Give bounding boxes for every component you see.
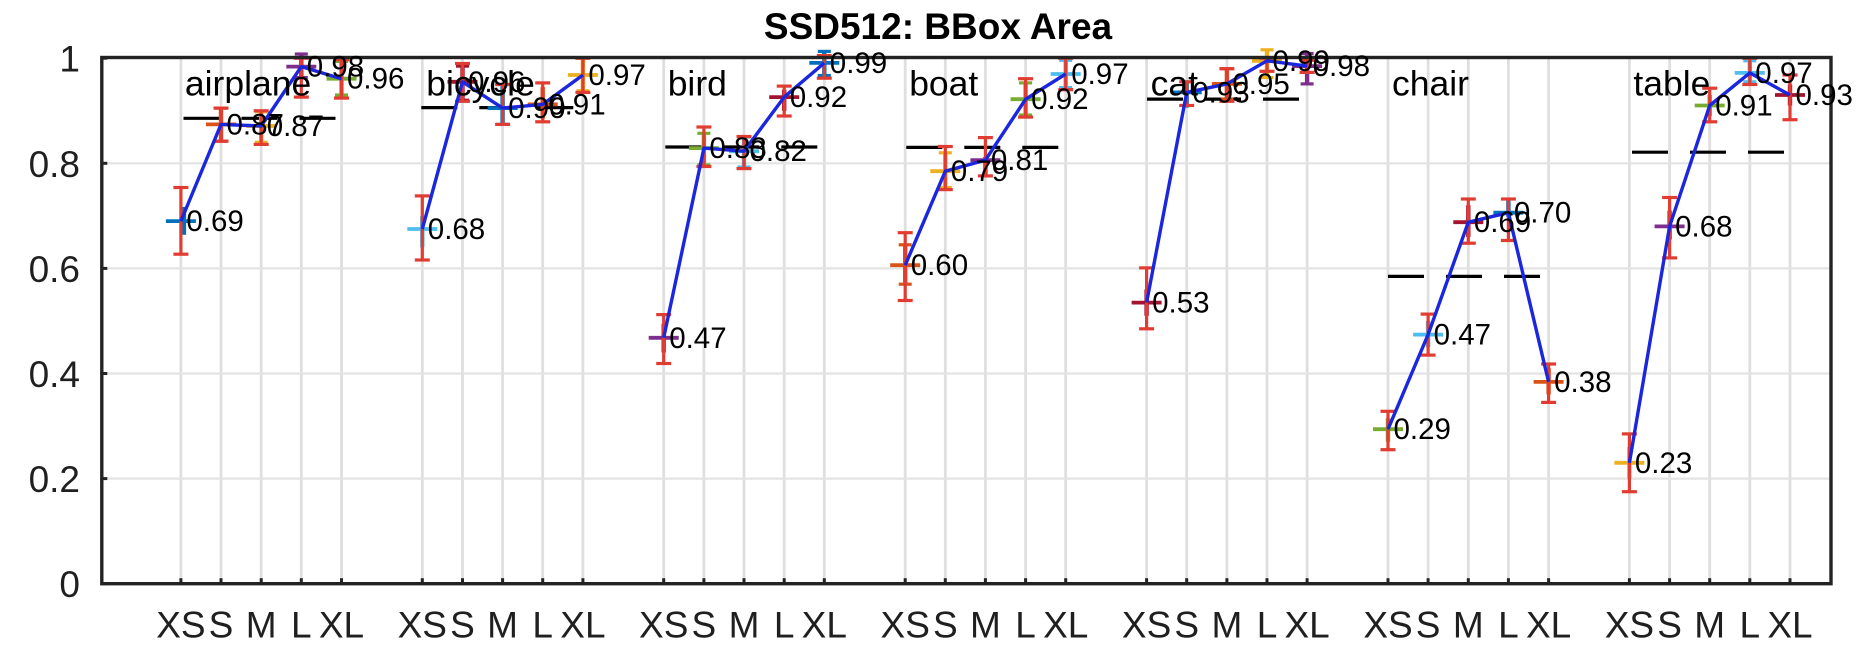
svg-text:XS: XS bbox=[156, 605, 205, 646]
svg-text:0.95: 0.95 bbox=[1232, 68, 1289, 101]
svg-text:bicycle: bicycle bbox=[426, 64, 535, 104]
svg-text:0.79: 0.79 bbox=[951, 155, 1008, 188]
svg-text:XL: XL bbox=[319, 605, 364, 646]
svg-text:XS: XS bbox=[1363, 605, 1412, 646]
svg-text:0.70: 0.70 bbox=[1514, 197, 1571, 230]
svg-text:0.68: 0.68 bbox=[428, 213, 485, 246]
svg-text:0.90: 0.90 bbox=[508, 92, 565, 125]
svg-text:0.87: 0.87 bbox=[267, 110, 324, 143]
svg-text:0.47: 0.47 bbox=[1434, 319, 1491, 352]
svg-text:1: 1 bbox=[59, 39, 80, 80]
svg-text:L: L bbox=[1257, 605, 1278, 646]
svg-text:0.98: 0.98 bbox=[1313, 50, 1370, 83]
svg-text:airplane: airplane bbox=[185, 64, 311, 104]
svg-text:L: L bbox=[291, 605, 312, 646]
svg-text:M: M bbox=[487, 605, 518, 646]
svg-text:0.83: 0.83 bbox=[709, 132, 766, 165]
svg-text:0: 0 bbox=[59, 564, 80, 605]
svg-text:bird: bird bbox=[668, 64, 727, 104]
svg-text:0.4: 0.4 bbox=[29, 354, 80, 395]
svg-text:S: S bbox=[1174, 605, 1199, 646]
svg-text:0.82: 0.82 bbox=[750, 135, 807, 168]
svg-text:L: L bbox=[774, 605, 795, 646]
svg-text:XS: XS bbox=[639, 605, 688, 646]
svg-text:S: S bbox=[1657, 605, 1682, 646]
svg-text:XS: XS bbox=[398, 605, 447, 646]
svg-text:S: S bbox=[1416, 605, 1441, 646]
svg-text:S: S bbox=[933, 605, 958, 646]
svg-text:L: L bbox=[1498, 605, 1519, 646]
svg-text:0.91: 0.91 bbox=[548, 88, 605, 121]
svg-text:S: S bbox=[209, 605, 234, 646]
svg-text:M: M bbox=[729, 605, 760, 646]
svg-text:XL: XL bbox=[560, 605, 605, 646]
svg-text:boat: boat bbox=[909, 64, 978, 104]
svg-text:cat: cat bbox=[1151, 64, 1198, 104]
svg-text:0.29: 0.29 bbox=[1394, 413, 1451, 446]
svg-text:0.8: 0.8 bbox=[29, 144, 80, 185]
svg-text:0.47: 0.47 bbox=[669, 322, 726, 355]
svg-text:chair: chair bbox=[1392, 64, 1469, 104]
svg-text:XS: XS bbox=[1122, 605, 1171, 646]
svg-text:XS: XS bbox=[1605, 605, 1654, 646]
svg-text:XL: XL bbox=[1526, 605, 1571, 646]
svg-text:S: S bbox=[692, 605, 717, 646]
svg-text:0.23: 0.23 bbox=[1635, 447, 1692, 480]
svg-text:0.60: 0.60 bbox=[911, 249, 968, 282]
svg-text:XL: XL bbox=[1284, 605, 1329, 646]
svg-text:L: L bbox=[1015, 605, 1036, 646]
svg-text:L: L bbox=[1740, 605, 1761, 646]
svg-text:M: M bbox=[1694, 605, 1725, 646]
svg-text:M: M bbox=[970, 605, 1001, 646]
svg-text:SSD512: BBox Area: SSD512: BBox Area bbox=[764, 6, 1113, 47]
svg-text:table: table bbox=[1633, 64, 1710, 104]
svg-text:0.53: 0.53 bbox=[1152, 287, 1209, 320]
svg-text:0.69: 0.69 bbox=[1474, 206, 1531, 239]
svg-text:XL: XL bbox=[802, 605, 847, 646]
svg-text:0.97: 0.97 bbox=[1071, 58, 1128, 91]
svg-text:0.99: 0.99 bbox=[1273, 45, 1330, 78]
svg-text:S: S bbox=[450, 605, 475, 646]
svg-text:M: M bbox=[1211, 605, 1242, 646]
svg-text:0.93: 0.93 bbox=[1192, 76, 1249, 109]
svg-text:0.98: 0.98 bbox=[307, 51, 364, 84]
svg-text:0.68: 0.68 bbox=[1675, 210, 1732, 243]
svg-text:0.96: 0.96 bbox=[347, 63, 404, 96]
svg-text:0.2: 0.2 bbox=[29, 459, 80, 500]
svg-text:0.93: 0.93 bbox=[1796, 79, 1853, 112]
svg-text:0.96: 0.96 bbox=[468, 66, 525, 99]
svg-text:0.97: 0.97 bbox=[1755, 57, 1812, 90]
svg-text:0.99: 0.99 bbox=[830, 47, 887, 80]
svg-text:0.92: 0.92 bbox=[790, 81, 847, 114]
svg-text:XL: XL bbox=[1767, 605, 1812, 646]
svg-text:M: M bbox=[246, 605, 277, 646]
svg-text:0.87: 0.87 bbox=[227, 108, 284, 141]
svg-text:L: L bbox=[532, 605, 553, 646]
svg-text:XL: XL bbox=[1043, 605, 1088, 646]
svg-text:0.69: 0.69 bbox=[186, 205, 243, 238]
svg-text:0.92: 0.92 bbox=[1031, 83, 1088, 116]
svg-text:0.97: 0.97 bbox=[588, 59, 645, 92]
svg-text:0.91: 0.91 bbox=[1715, 90, 1772, 123]
svg-text:0.6: 0.6 bbox=[29, 249, 80, 290]
svg-text:0.81: 0.81 bbox=[991, 144, 1048, 177]
svg-text:0.38: 0.38 bbox=[1554, 366, 1611, 399]
svg-text:XS: XS bbox=[881, 605, 930, 646]
svg-text:M: M bbox=[1453, 605, 1484, 646]
